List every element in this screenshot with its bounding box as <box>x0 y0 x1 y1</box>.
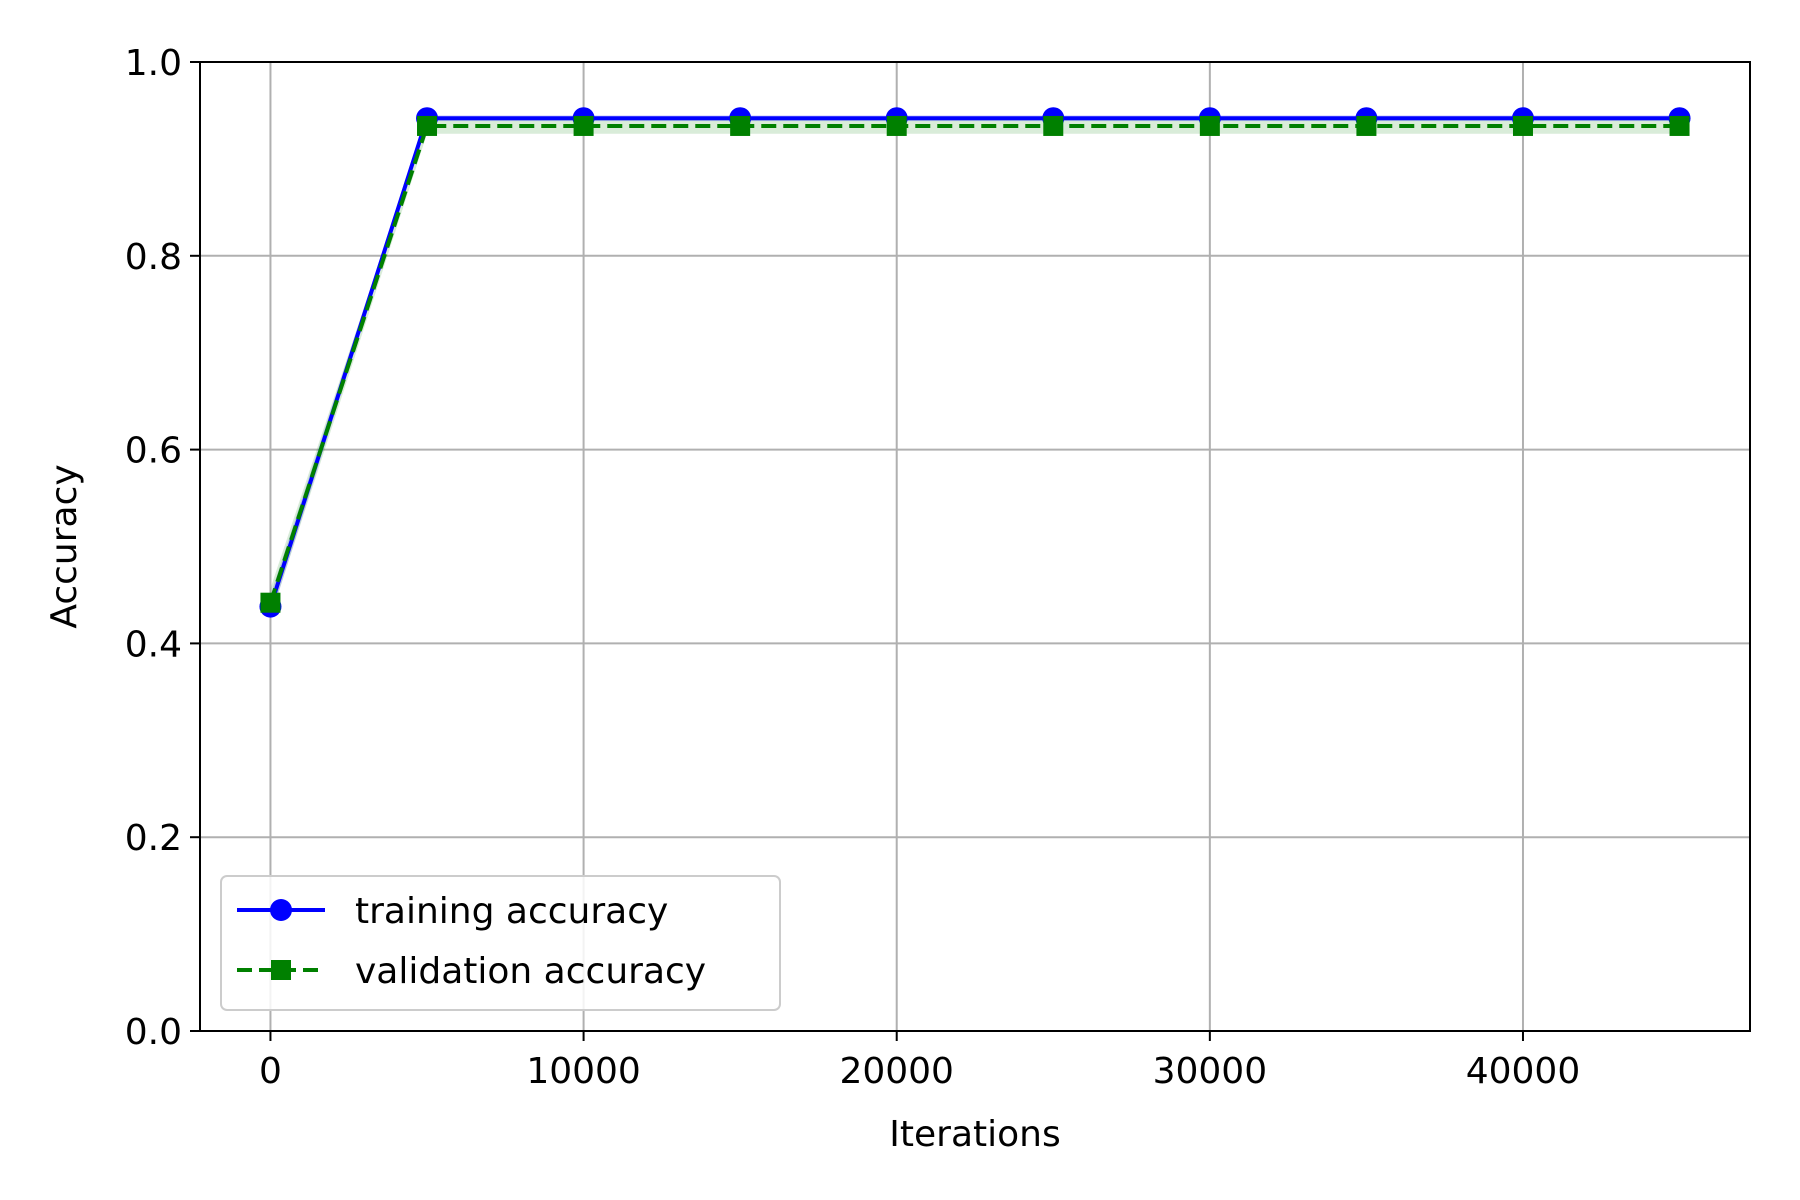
data-point-1 <box>260 592 281 613</box>
y-tick-label: 0.2 <box>125 818 182 859</box>
data-point-1 <box>1356 115 1377 136</box>
x-axis-label: Iterations <box>889 1114 1060 1155</box>
x-tick-label: 10000 <box>526 1051 641 1092</box>
data-point-1 <box>1199 115 1220 136</box>
y-tick-label: 0.8 <box>125 237 182 278</box>
data-point-1 <box>573 115 594 136</box>
x-tick-label: 0 <box>259 1051 282 1092</box>
x-tick-label: 40000 <box>1466 1051 1581 1092</box>
y-tick-label: 0.6 <box>125 431 182 472</box>
y-tick-label: 0.4 <box>125 624 182 665</box>
legend-box <box>220 875 781 1011</box>
data-point-1 <box>886 115 907 136</box>
data-point-1 <box>730 115 751 136</box>
legend-label-1: validation accuracy <box>355 951 706 992</box>
legend-label-0: training accuracy <box>355 891 668 932</box>
axes-frame <box>199 61 1751 1032</box>
data-point-1 <box>1512 115 1533 136</box>
legend-marker-1 <box>271 960 291 980</box>
series <box>259 107 1691 618</box>
series-line-0 <box>268 116 1680 608</box>
legend: training accuracy validation accuracy <box>220 875 781 1011</box>
x-tick-label: 20000 <box>839 1051 954 1092</box>
legend-marker-0 <box>270 899 292 921</box>
series-line-1 <box>268 124 1680 604</box>
ticks: 0 10000 20000 30000 40000 0.0 0.2 0.4 0.6 0.8 1.0 <box>125 43 1581 1092</box>
y-tick-label: 1.0 <box>125 43 182 84</box>
y-axis-label: Accuracy <box>44 464 85 628</box>
data-point-1 <box>1669 115 1690 136</box>
data-point-1 <box>417 115 438 136</box>
data-point-1 <box>1043 115 1064 136</box>
x-tick-label: 30000 <box>1153 1051 1268 1092</box>
y-tick-label: 0.0 <box>125 1012 182 1053</box>
